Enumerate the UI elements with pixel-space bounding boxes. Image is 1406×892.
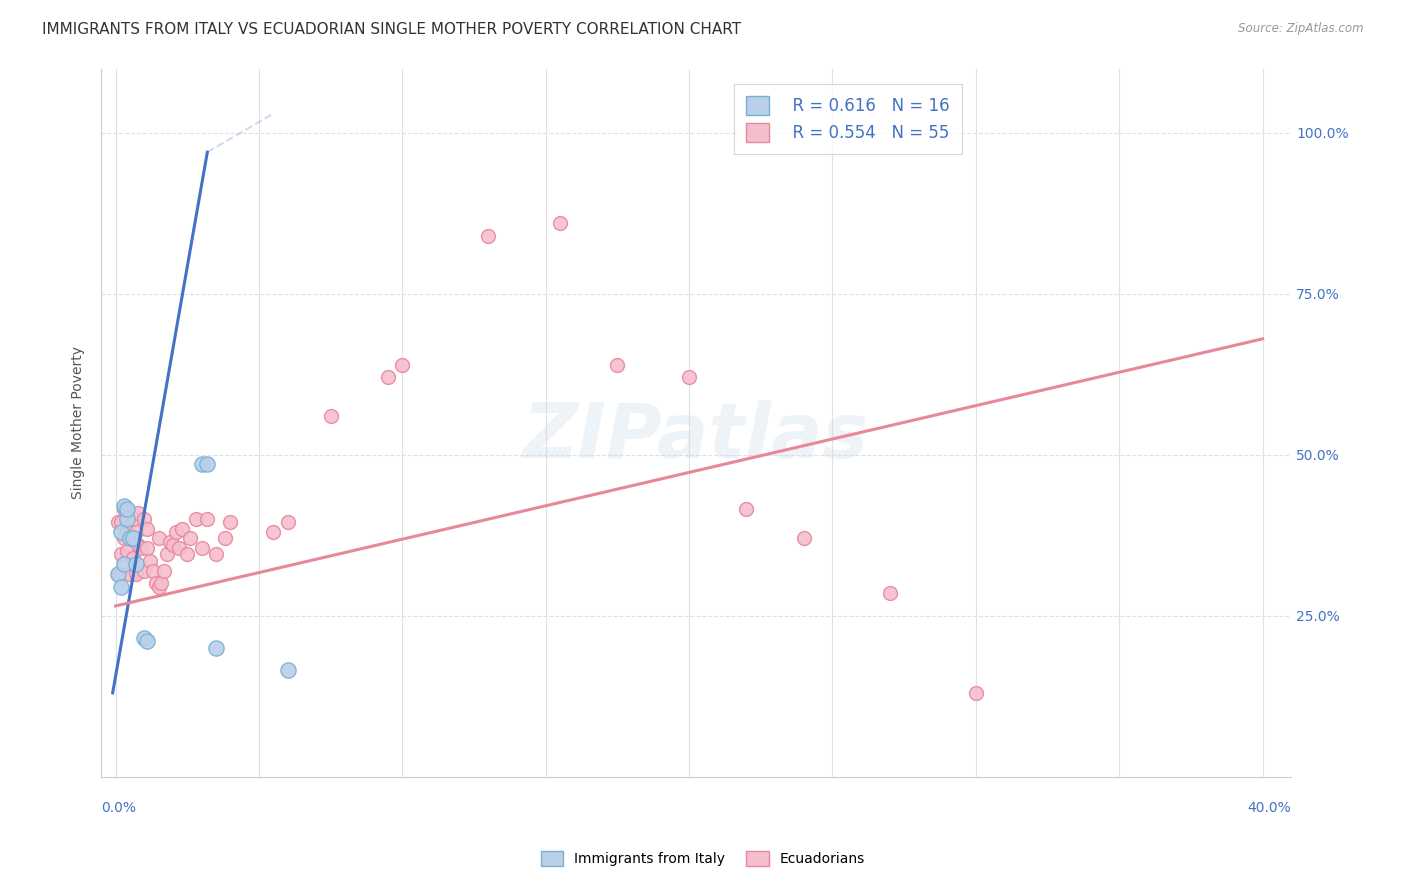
Point (121, 512, 143, 526)
Point (107, 566, 129, 581)
Point (319, 409, 342, 423)
Point (118, 532, 141, 546)
Point (110, 548, 132, 562)
Text: ZIPatlas: ZIPatlas (523, 400, 869, 474)
Point (148, 580, 170, 594)
Point (262, 524, 284, 539)
Point (131, 541, 153, 555)
Point (110, 524, 132, 539)
Point (118, 532, 141, 546)
Point (219, 516, 242, 530)
Point (195, 458, 218, 472)
Point (678, 370, 700, 384)
Text: IMMIGRANTS FROM ITALY VS ECUADORIAN SINGLE MOTHER POVERTY CORRELATION CHART: IMMIGRANTS FROM ITALY VS ECUADORIAN SING… (42, 22, 741, 37)
Point (121, 532, 143, 546)
Point (128, 538, 150, 552)
Text: 40.0%: 40.0% (1247, 801, 1291, 815)
Point (965, 686, 987, 700)
Point (134, 512, 156, 526)
Point (176, 548, 198, 562)
Text: 0.0%: 0.0% (101, 801, 136, 815)
Point (139, 554, 162, 568)
Point (377, 370, 399, 384)
Point (148, 532, 170, 546)
Point (793, 532, 815, 546)
Point (179, 532, 201, 546)
Point (205, 548, 228, 562)
Point (145, 576, 167, 591)
Point (112, 502, 135, 516)
Point (190, 541, 212, 555)
Point (159, 534, 181, 549)
Point (110, 580, 132, 594)
Point (153, 564, 176, 578)
Point (735, 502, 758, 516)
Point (115, 524, 138, 539)
Legend:   R = 0.616   N = 16,   R = 0.554   N = 55: R = 0.616 N = 16, R = 0.554 N = 55 (734, 84, 962, 154)
Point (606, 358, 628, 372)
Point (107, 516, 129, 530)
Point (156, 548, 179, 562)
Point (121, 550, 143, 565)
Point (214, 532, 236, 546)
Point (112, 557, 135, 571)
Point (277, 516, 299, 530)
Point (110, 516, 132, 530)
Y-axis label: Single Mother Poverty: Single Mother Poverty (72, 346, 86, 499)
Point (184, 512, 207, 526)
Point (277, 663, 299, 677)
Point (142, 564, 165, 578)
Point (115, 512, 138, 526)
Point (115, 502, 138, 516)
Point (107, 566, 129, 581)
Point (879, 586, 901, 600)
Point (391, 358, 413, 372)
Point (205, 640, 228, 655)
Point (134, 631, 156, 645)
Point (115, 544, 138, 558)
Legend: Immigrants from Italy, Ecuadorians: Immigrants from Italy, Ecuadorians (536, 846, 870, 871)
Point (195, 512, 218, 526)
Point (124, 566, 146, 581)
Point (128, 506, 150, 520)
Point (124, 557, 146, 571)
Point (548, 216, 571, 230)
Point (162, 538, 184, 552)
Point (112, 499, 135, 513)
Point (112, 532, 135, 546)
Point (134, 564, 156, 578)
Point (165, 524, 187, 539)
Point (477, 228, 499, 243)
Point (136, 634, 159, 648)
Text: Source: ZipAtlas.com: Source: ZipAtlas.com (1239, 22, 1364, 36)
Point (170, 522, 193, 536)
Point (118, 566, 141, 581)
Point (190, 458, 212, 472)
Point (167, 541, 190, 555)
Point (124, 524, 146, 539)
Point (136, 541, 159, 555)
Point (136, 522, 159, 536)
Point (150, 576, 173, 591)
